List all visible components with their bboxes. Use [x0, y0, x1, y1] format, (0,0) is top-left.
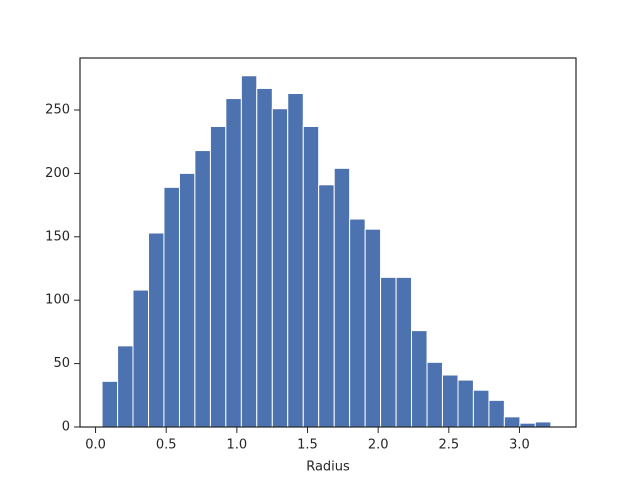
bar — [426, 361, 443, 428]
bar — [534, 421, 552, 428]
x-tick-label: 2.0 — [368, 438, 389, 453]
bar — [256, 87, 273, 428]
bar — [163, 186, 180, 428]
bar — [318, 184, 335, 428]
bar — [148, 232, 165, 428]
bar — [472, 389, 490, 428]
bar — [380, 276, 397, 428]
bar — [209, 125, 227, 428]
y-tick-label: 50 — [53, 356, 70, 371]
bar — [302, 125, 320, 428]
bar — [457, 379, 474, 428]
bar — [117, 345, 134, 428]
y-tick-label: 200 — [45, 166, 70, 181]
bar — [503, 416, 521, 428]
axes-frame — [79, 57, 577, 428]
x-tick-label: 1.5 — [297, 438, 318, 453]
x-tick-label: 2.5 — [438, 438, 459, 453]
bar — [488, 399, 505, 428]
y-tick-label: 100 — [45, 293, 70, 308]
bar — [194, 150, 211, 428]
y-tick-label: 150 — [45, 229, 70, 244]
bar — [411, 330, 428, 428]
bar — [395, 276, 413, 428]
bar — [101, 380, 119, 428]
bar — [333, 167, 351, 428]
x-axis-label: Radius — [306, 460, 350, 475]
y-tick-label: 0 — [62, 420, 70, 435]
bar — [349, 218, 366, 428]
bar — [441, 374, 459, 428]
x-tick-label: 0.5 — [156, 438, 177, 453]
bar — [178, 172, 196, 428]
bar — [240, 75, 258, 428]
bar — [225, 98, 242, 428]
bar — [287, 93, 304, 428]
x-tick-label: 1.0 — [227, 438, 248, 453]
bar — [132, 289, 150, 428]
y-tick-label: 250 — [45, 102, 70, 117]
x-tick-label: 0.0 — [85, 438, 106, 453]
x-tick-label: 3.0 — [509, 438, 530, 453]
bar — [271, 108, 289, 428]
bar — [364, 228, 382, 428]
